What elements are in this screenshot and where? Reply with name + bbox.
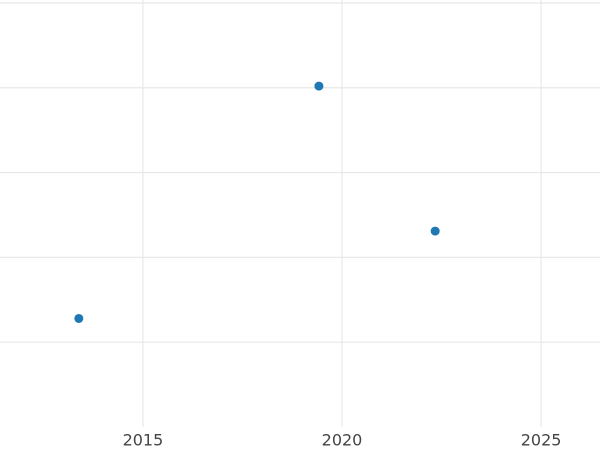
x-tick-label: 2015 bbox=[123, 431, 164, 450]
point bbox=[430, 226, 440, 236]
point bbox=[314, 81, 324, 91]
x-tick-label: 2025 bbox=[521, 431, 562, 450]
x-tick-label: 2020 bbox=[322, 431, 363, 450]
point bbox=[74, 313, 84, 323]
